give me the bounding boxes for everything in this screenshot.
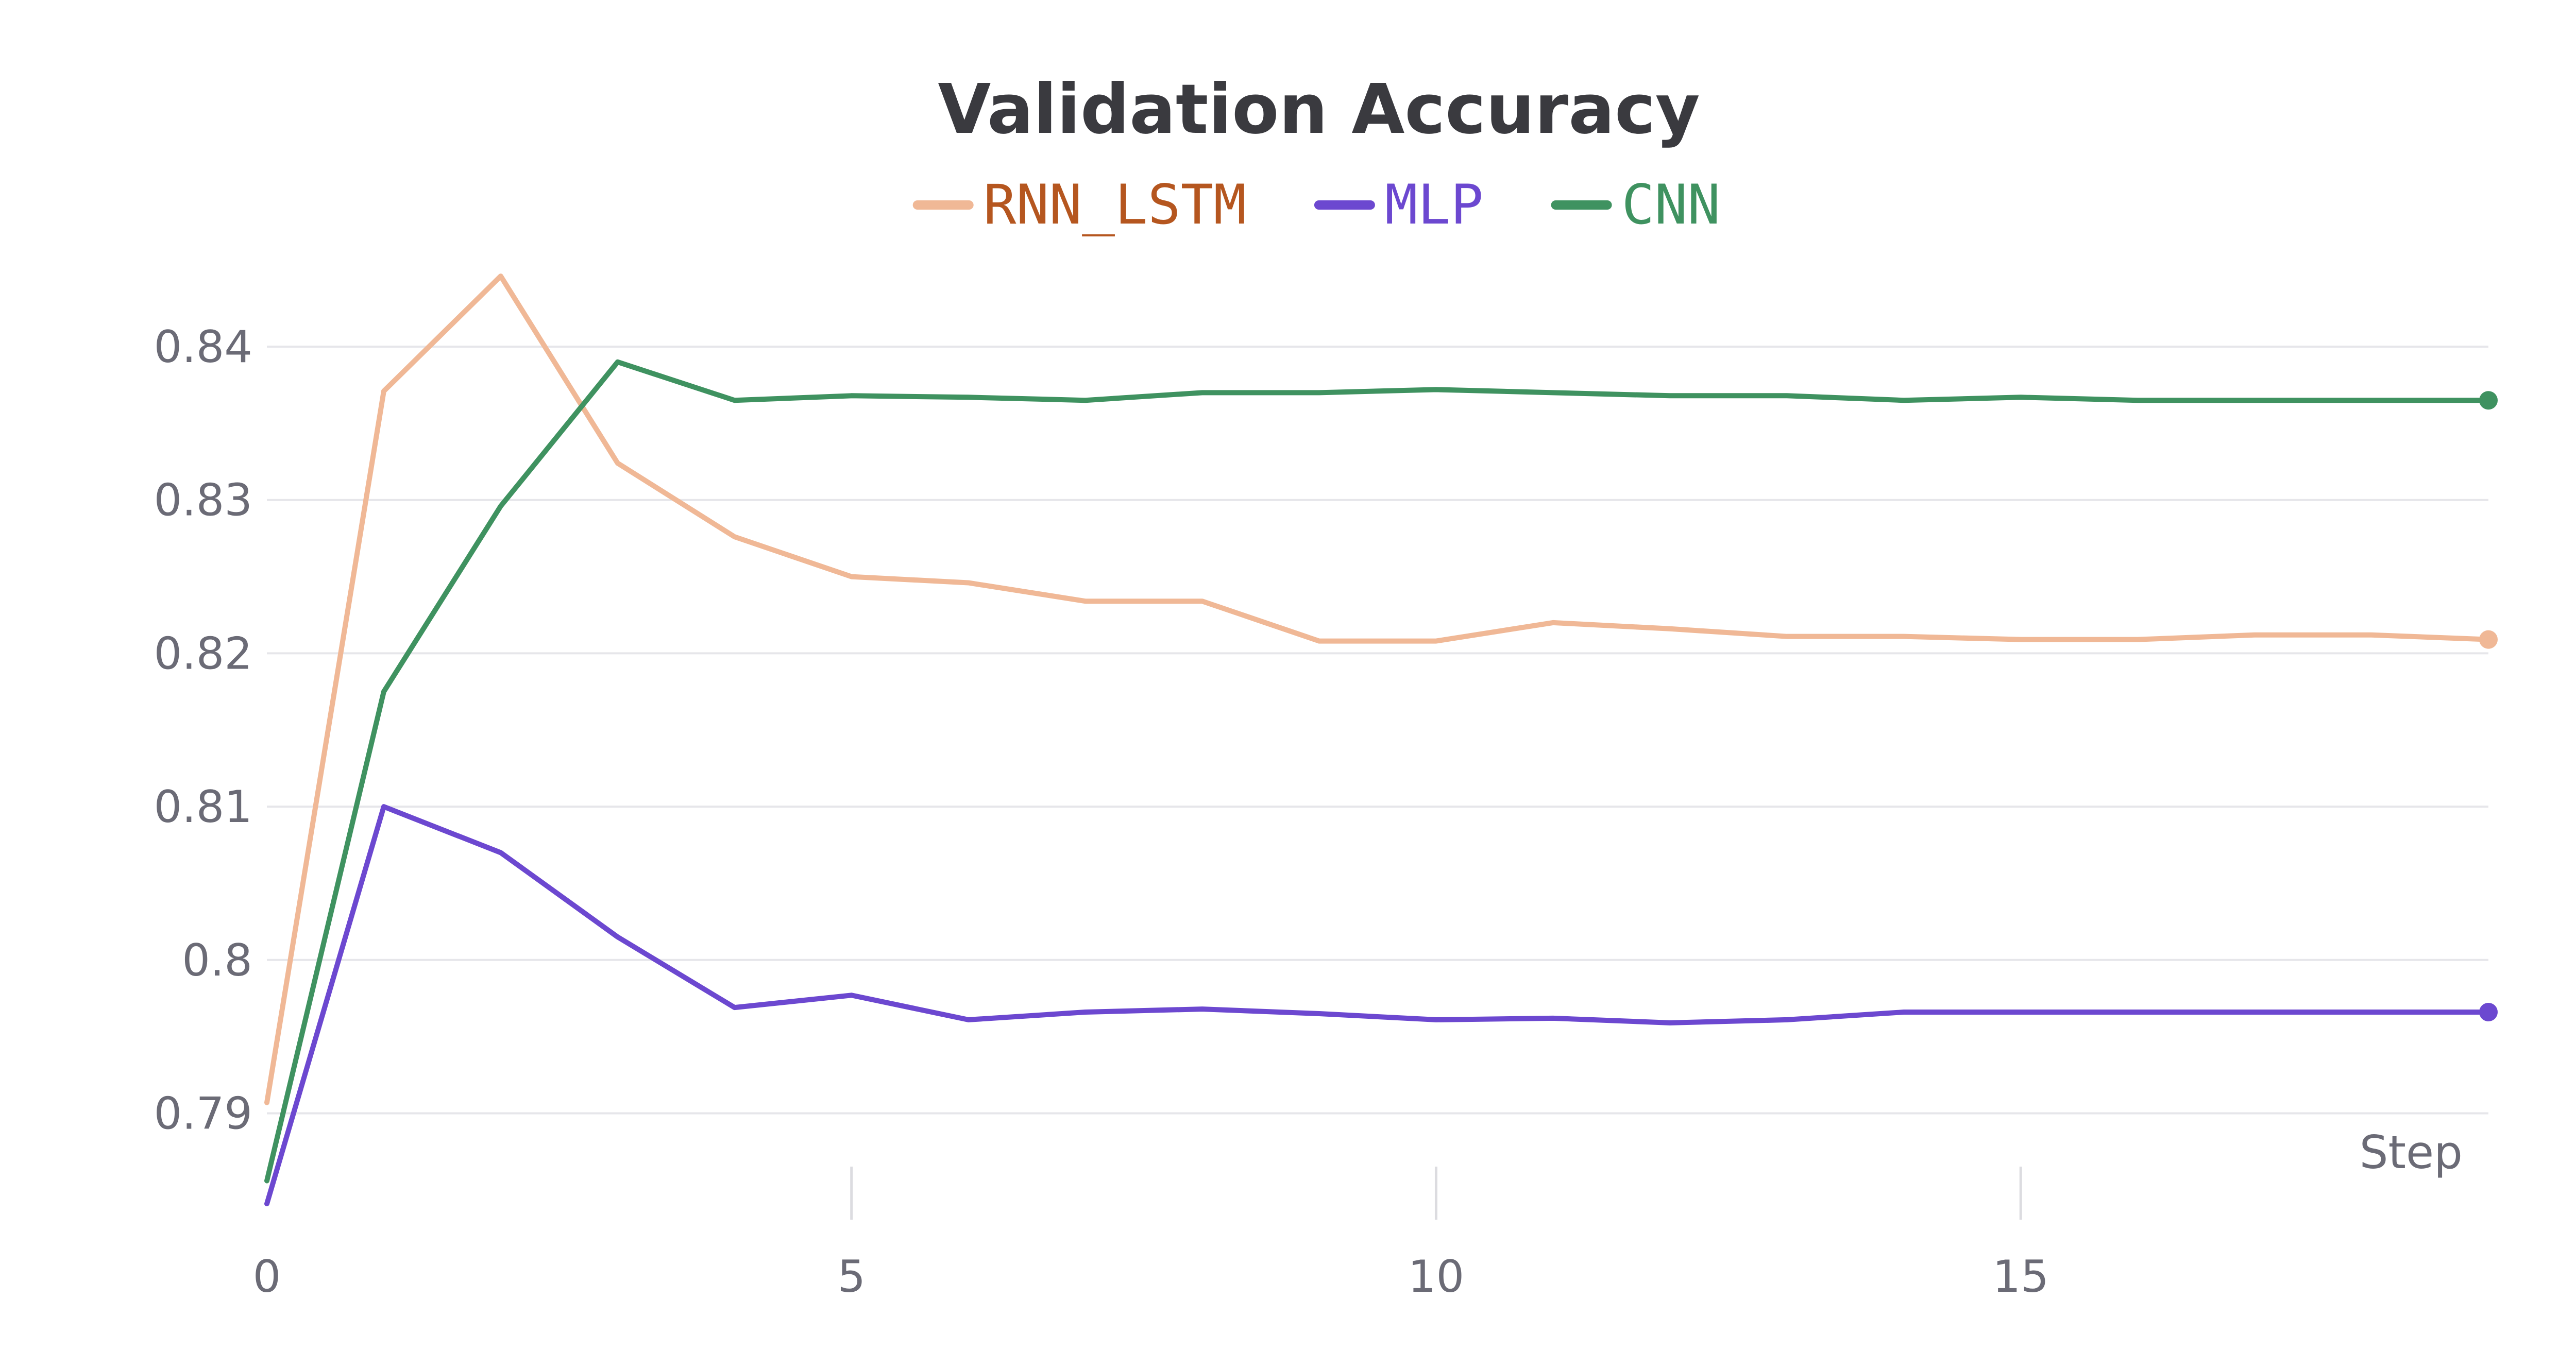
y-tick-label: 0.82 [154, 628, 252, 679]
x-axis-label: Step [2360, 1126, 2463, 1179]
y-tick-label: 0.81 [154, 781, 252, 833]
legend-label: MLP [1385, 173, 1483, 236]
y-tick-label: 0.79 [154, 1088, 252, 1140]
series-end-marker [2479, 1003, 2498, 1022]
series-lines [264, 273, 2498, 1207]
chart-title: Validation Accuracy [938, 70, 1700, 149]
y-tick-label: 0.8 [182, 935, 252, 986]
y-tick-label: 0.84 [154, 321, 252, 373]
grid [267, 346, 2488, 1115]
x-axis: 0 5 10 15 [253, 1167, 2049, 1303]
series-line-mlp [264, 804, 2491, 1207]
x-tick-label: 10 [1408, 1251, 1464, 1303]
x-tick-label: 5 [837, 1251, 866, 1303]
series-end-marker [2479, 391, 2498, 410]
series-end-marker [2479, 630, 2498, 649]
series-line-rnn-lstm [264, 273, 2491, 1105]
x-tick-label: 0 [253, 1251, 281, 1303]
y-axis: 0.79 0.8 0.81 0.82 0.83 0.84 [154, 321, 252, 1139]
legend-label: CNN [1622, 173, 1720, 236]
series-line-cnn [264, 359, 2491, 1184]
x-tick-label: 15 [1992, 1251, 2048, 1303]
legend-label: RNN_LSTM [984, 173, 1247, 236]
y-tick-label: 0.83 [154, 475, 252, 526]
legend: RNN_LSTM MLP CNN [912, 173, 1720, 236]
